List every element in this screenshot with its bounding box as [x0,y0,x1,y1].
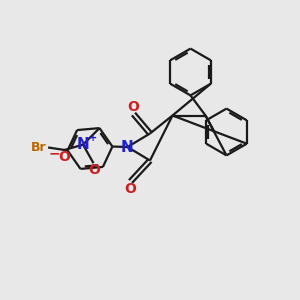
Text: O: O [124,182,136,196]
Text: O: O [58,150,70,164]
Text: O: O [127,100,139,114]
Text: −: − [48,146,60,160]
Text: +: + [88,133,97,143]
Text: N: N [121,140,134,154]
Text: Br: Br [31,141,46,154]
Text: O: O [88,163,100,177]
Text: N: N [76,137,89,152]
